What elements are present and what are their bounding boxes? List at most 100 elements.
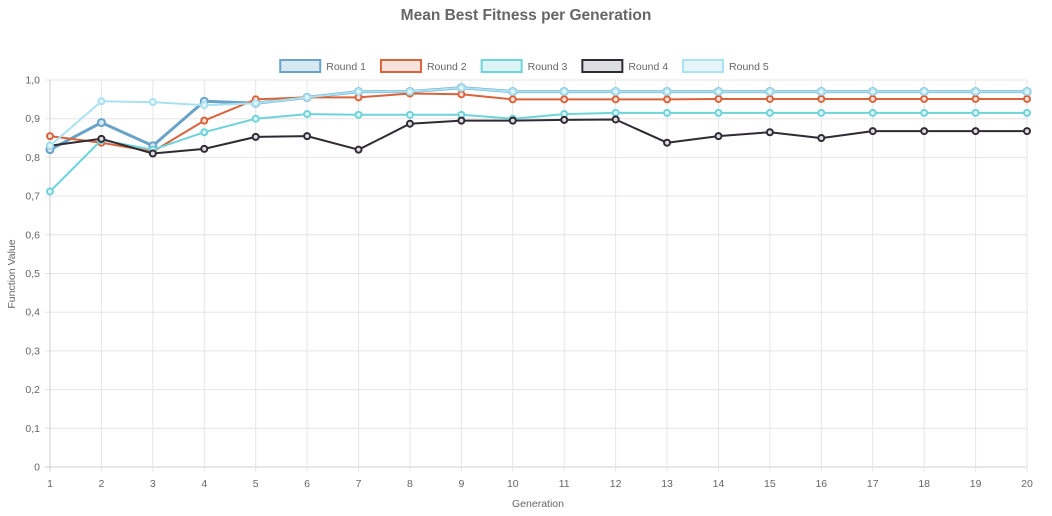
data-point <box>765 108 774 117</box>
y-tick-label: 0,6 <box>25 229 40 241</box>
data-point <box>303 93 312 102</box>
legend-swatch <box>581 59 624 73</box>
data-point <box>97 134 106 143</box>
y-tick-label: 0,1 <box>25 423 40 435</box>
data-point <box>354 145 363 154</box>
y-tick-label: 0,2 <box>25 384 40 396</box>
data-point <box>611 115 620 124</box>
x-tick-label: 3 <box>150 478 156 490</box>
y-tick-label: 0,4 <box>25 307 40 319</box>
legend-item-round-1[interactable]: Round 1 <box>279 59 366 73</box>
data-point <box>354 110 363 119</box>
data-point <box>920 127 929 136</box>
y-tick-label: 0,3 <box>25 345 40 357</box>
legend-item-round-2[interactable]: Round 2 <box>379 59 467 73</box>
data-point <box>1023 87 1031 96</box>
x-tick-label: 5 <box>253 478 259 490</box>
legend: Round 1 Round 2 Round 3 Round 4 Round 5 <box>279 59 769 73</box>
data-point <box>971 108 980 117</box>
x-tick-label: 16 <box>815 478 827 490</box>
data-point <box>714 132 723 141</box>
legend-swatch <box>279 59 322 73</box>
legend-item-round-3[interactable]: Round 3 <box>480 59 568 73</box>
y-tick-label: 1,0 <box>25 75 40 87</box>
data-point <box>868 87 877 96</box>
data-point <box>714 87 723 96</box>
data-point <box>611 87 620 96</box>
series-2 <box>46 89 1031 156</box>
y-tick-label: 0,8 <box>25 152 40 164</box>
series-line <box>49 92 1027 153</box>
data-point <box>663 95 672 104</box>
legend-swatch <box>480 59 523 73</box>
data-point <box>560 95 569 104</box>
x-tick-label: 14 <box>713 478 725 490</box>
x-axis-label: Generation <box>512 498 564 510</box>
x-axis-ticks: 1 2 3 4 5 6 7 8 9 10 11 12 13 14 15 16 17 18 19 20 <box>47 478 1033 490</box>
series-5 <box>46 83 1031 150</box>
data-point <box>765 87 774 96</box>
legend-swatch <box>682 59 725 73</box>
data-point <box>97 97 106 106</box>
data-point <box>868 94 877 103</box>
legend-label: Round 4 <box>628 61 668 73</box>
data-point <box>200 116 209 125</box>
data-point <box>251 132 260 141</box>
x-tick-label: 4 <box>201 478 207 490</box>
legend-swatch <box>379 59 422 73</box>
series-line <box>49 111 1027 193</box>
data-point <box>1023 127 1031 136</box>
data-point <box>46 187 54 196</box>
x-tick-label: 19 <box>970 478 982 490</box>
data-point <box>663 108 672 117</box>
data-point <box>663 138 672 147</box>
series-3 <box>46 108 1031 196</box>
data-point <box>971 94 980 103</box>
data-point <box>200 101 209 110</box>
y-tick-label: 0,9 <box>25 113 40 125</box>
data-point <box>457 116 466 125</box>
x-tick-label: 18 <box>918 478 930 490</box>
data-point <box>405 87 414 96</box>
data-point <box>714 94 723 103</box>
x-tick-label: 13 <box>661 478 673 490</box>
data-point <box>457 90 466 99</box>
data-point <box>148 98 157 107</box>
legend-label: Round 2 <box>427 61 467 73</box>
legend-item-round-4[interactable]: Round 4 <box>581 59 668 73</box>
x-tick-label: 6 <box>304 478 310 490</box>
x-tick-label: 12 <box>610 478 622 490</box>
grid-lines <box>45 79 1028 472</box>
data-point <box>148 149 157 158</box>
data-point <box>508 116 517 125</box>
x-tick-label: 20 <box>1021 478 1033 490</box>
data-point <box>663 87 672 96</box>
x-tick-label: 11 <box>559 478 570 490</box>
data-point <box>868 108 877 117</box>
series-line <box>49 118 1027 155</box>
data-point <box>508 87 517 96</box>
data-point <box>405 110 414 119</box>
data-point <box>765 128 774 137</box>
data-point <box>405 119 414 128</box>
legend-label: Round 3 <box>528 61 568 73</box>
legend-item-round-5[interactable]: Round 5 <box>682 59 769 73</box>
x-tick-label: 17 <box>867 478 879 490</box>
data-point <box>508 95 517 104</box>
x-tick-label: 15 <box>764 478 776 490</box>
y-axis-label: Function Value <box>6 239 18 308</box>
series-4 <box>46 115 1031 158</box>
data-point <box>817 94 826 103</box>
y-axis-ticks: 0 0,1 0,2 0,3 0,4 0,5 0,6 0,7 0,8 0,9 1,0 <box>25 75 40 474</box>
data-point <box>817 134 826 143</box>
data-point <box>868 127 877 136</box>
x-tick-label: 7 <box>356 478 362 490</box>
data-point <box>251 99 260 108</box>
data-point <box>303 132 312 141</box>
y-tick-label: 0,7 <box>25 191 40 203</box>
data-point <box>96 118 106 128</box>
legend-label: Round 1 <box>326 61 366 73</box>
data-point <box>303 110 312 119</box>
